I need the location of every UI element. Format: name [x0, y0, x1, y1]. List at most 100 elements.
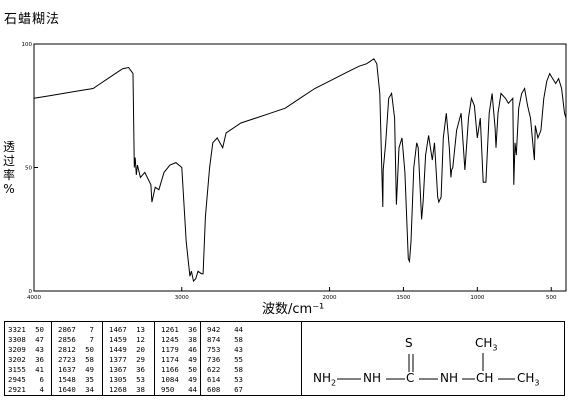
peak-wavenumber: 614 [207, 375, 221, 384]
peak-transmittance: 53 [234, 375, 243, 384]
peak-transmittance: 6 [39, 375, 44, 384]
peak-wavenumber: 1548 [58, 375, 76, 384]
peak-row: 1166 50 [161, 365, 197, 375]
peak-transmittance: 36 [35, 355, 44, 364]
peak-transmittance: 50 [35, 325, 44, 334]
amino-text: NH [313, 371, 331, 385]
y-tick-label: 100 [22, 42, 33, 48]
peak-row: 3202 36 [8, 355, 44, 365]
y-tick-label: 0 [29, 289, 33, 295]
structure-formula: S CH3 NH2 NH C NH CH CH3 [307, 322, 564, 395]
peak-row: 3209 43 [8, 345, 44, 355]
methine-group: CH [476, 371, 494, 385]
peak-transmittance: 44 [234, 325, 243, 334]
peak-transmittance: 36 [188, 325, 197, 334]
peak-transmittance: 53 [136, 375, 145, 384]
peak-row: 2723 58 [58, 355, 94, 365]
peak-transmittance: 49 [85, 365, 94, 374]
peak-row: 1305 53 [109, 375, 145, 385]
spectrum-line [33, 58, 567, 283]
structure-bonds [337, 353, 515, 380]
peak-column: 942 44 874 58 753 43 736 55 622 58 614 53 608 67 [207, 325, 243, 395]
peak-wavenumber: 1377 [109, 355, 127, 364]
peak-wavenumber: 1174 [161, 355, 179, 364]
peak-transmittance: 34 [85, 385, 94, 394]
y-axis-label: 透 过 率 % [2, 140, 16, 196]
peak-transmittance: 7 [89, 325, 94, 334]
peak-wavenumber: 1305 [109, 375, 127, 384]
peak-wavenumber: 1261 [161, 325, 179, 334]
peak-wavenumber: 1166 [161, 365, 179, 374]
peak-transmittance: 50 [188, 365, 197, 374]
x-tick-label: 1500 [396, 295, 410, 301]
peak-wavenumber: 1449 [109, 345, 127, 354]
peak-wavenumber: 1268 [109, 385, 127, 394]
peak-column: 1261 36 1245 38 1179 46 1174 49 1166 50 1084 49 950 4… [161, 325, 197, 395]
column-divider [301, 322, 302, 395]
peak-transmittance: 49 [188, 355, 197, 364]
peak-wavenumber: 2723 [58, 355, 76, 364]
peak-row: 2867 7 [58, 325, 94, 335]
peak-row: 1459 12 [109, 335, 145, 345]
peak-wavenumber: 3209 [8, 345, 26, 354]
column-divider [154, 322, 155, 395]
peak-row: 2945 6 [8, 375, 44, 385]
peak-row: 608 67 [207, 385, 243, 395]
peak-row: 622 58 [207, 365, 243, 375]
peak-transmittance: 55 [234, 355, 243, 364]
peak-transmittance: 44 [188, 385, 197, 394]
peak-row: 736 55 [207, 355, 243, 365]
peak-transmittance: 43 [234, 345, 243, 354]
imino-group-1: NH [363, 371, 381, 385]
peak-column: 3321 50 3308 47 3209 43 3202 36 3155 41 2945 6 2921 4 [8, 325, 44, 395]
x-tick-label: 2000 [323, 295, 337, 301]
peak-row: 3321 50 [8, 325, 44, 335]
peak-transmittance: 43 [35, 345, 44, 354]
peak-transmittance: 38 [188, 335, 197, 344]
peak-wavenumber: 1637 [58, 365, 76, 374]
y-axis-label-char: 率 [2, 168, 15, 182]
peak-wavenumber: 1467 [109, 325, 127, 334]
peak-wavenumber: 2867 [58, 325, 76, 334]
peak-wavenumber: 2945 [8, 375, 26, 384]
peak-transmittance: 13 [136, 325, 145, 334]
methyl-top: CH3 [475, 336, 498, 352]
peak-row: 1179 46 [161, 345, 197, 355]
peak-wavenumber: 1640 [58, 385, 76, 394]
peak-transmittance: 46 [188, 345, 197, 354]
peak-transmittance: 58 [234, 335, 243, 344]
peak-wavenumber: 2812 [58, 345, 76, 354]
peak-row: 1268 38 [109, 385, 145, 395]
column-divider [200, 322, 201, 395]
methyl-right-subscript: 3 [534, 378, 540, 388]
amino-subscript: 2 [331, 378, 337, 388]
peak-row: 1367 36 [109, 365, 145, 375]
peak-transmittance: 49 [188, 375, 197, 384]
peak-transmittance: 58 [234, 365, 243, 374]
peak-row: 2812 50 [58, 345, 94, 355]
peak-transmittance: 12 [136, 335, 145, 344]
peak-transmittance: 35 [85, 375, 94, 384]
x-tick-label: 500 [546, 295, 557, 301]
peak-row: 1548 35 [58, 375, 94, 385]
peak-wavenumber: 1084 [161, 375, 179, 384]
x-tick-label: 1000 [470, 295, 484, 301]
peak-row: 753 43 [207, 345, 243, 355]
peak-row: 1261 36 [161, 325, 197, 335]
peak-row: 1084 49 [161, 375, 197, 385]
peak-wavenumber: 942 [207, 325, 221, 334]
peak-transmittance: 50 [85, 345, 94, 354]
peak-wavenumber: 736 [207, 355, 221, 364]
method-label: 石蜡糊法 [4, 12, 61, 27]
peak-transmittance: 58 [85, 355, 94, 364]
peak-row: 1640 34 [58, 385, 94, 395]
peak-row: 614 53 [207, 375, 243, 385]
peak-row: 1467 13 [109, 325, 145, 335]
peak-row: 3308 47 [8, 335, 44, 345]
peak-wavenumber: 753 [207, 345, 221, 354]
x-tick-label: 4000 [27, 295, 41, 301]
column-divider [102, 322, 103, 395]
peak-transmittance: 36 [136, 365, 145, 374]
methyl-right: CH3 [517, 371, 540, 387]
